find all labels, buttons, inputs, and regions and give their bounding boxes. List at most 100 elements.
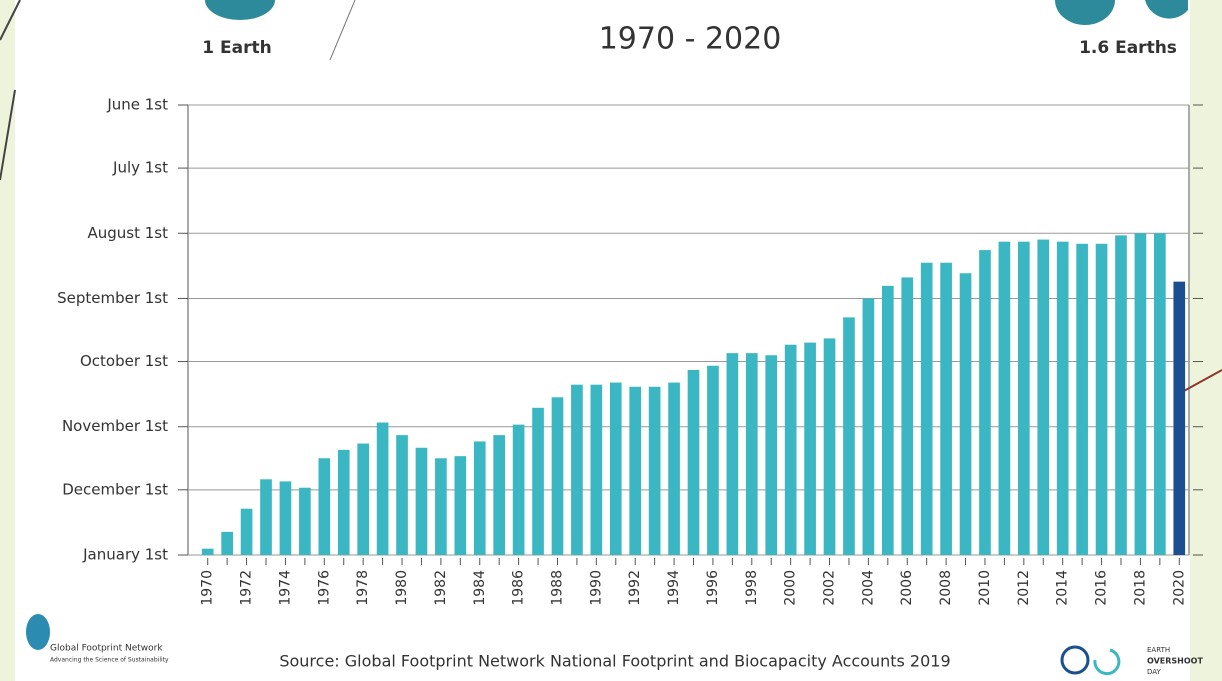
bar bbox=[687, 369, 700, 555]
bar bbox=[357, 443, 369, 555]
bar bbox=[1095, 243, 1108, 556]
bar bbox=[881, 285, 894, 555]
x-tick-label: 2020 bbox=[1171, 570, 1187, 606]
x-tick-label: 2008 bbox=[938, 570, 954, 606]
logo-text: EARTH bbox=[1147, 646, 1170, 654]
x-tick-label: 2002 bbox=[822, 570, 838, 606]
y-tick-label: September 1st bbox=[57, 289, 168, 307]
x-tick-label: 2012 bbox=[1016, 570, 1032, 606]
bar bbox=[784, 344, 797, 555]
x-tick-label: 1986 bbox=[511, 570, 527, 606]
bar bbox=[396, 435, 408, 555]
bar bbox=[979, 250, 991, 556]
x-tick-label: 2000 bbox=[783, 570, 799, 606]
logo-text: OVERSHOOT bbox=[1147, 657, 1203, 666]
decoration bbox=[329, 0, 356, 61]
x-tick-label: 1974 bbox=[277, 570, 293, 606]
bar bbox=[959, 273, 972, 555]
y-tick-label: November 1st bbox=[62, 417, 168, 435]
y-tick-label: January 1st bbox=[82, 546, 168, 564]
x-tick-label: 1978 bbox=[355, 570, 371, 606]
x-tick-label: 2016 bbox=[1094, 570, 1110, 606]
x-tick-label: 1994 bbox=[666, 570, 682, 606]
bar bbox=[940, 262, 952, 555]
slide-image bbox=[15, 0, 1190, 681]
bar bbox=[1115, 235, 1127, 555]
x-tick-label: 2014 bbox=[1055, 570, 1071, 606]
logo-tagline: Advancing the Science of Sustainability bbox=[50, 657, 169, 664]
bar bbox=[590, 384, 603, 555]
x-tick-label: 2006 bbox=[899, 570, 915, 606]
x-tick-label: 1972 bbox=[239, 570, 255, 606]
bar bbox=[551, 397, 564, 555]
left-label: 1 Earth bbox=[202, 38, 271, 58]
logo-icon bbox=[1060, 645, 1090, 675]
bar bbox=[415, 447, 428, 555]
logo-name: Global Footprint Network bbox=[50, 644, 163, 654]
bar bbox=[201, 548, 214, 555]
y-tick-label: October 1st bbox=[80, 352, 168, 370]
bar bbox=[745, 353, 758, 555]
x-tick-label: 1996 bbox=[705, 570, 721, 606]
bar bbox=[1037, 239, 1050, 555]
bar bbox=[1056, 241, 1069, 555]
source-note: Source: Global Footprint Network Nationa… bbox=[279, 652, 950, 671]
bar bbox=[512, 424, 525, 555]
x-tick-label: 2004 bbox=[860, 570, 876, 606]
x-tick-label: 1980 bbox=[394, 570, 410, 606]
bar bbox=[707, 365, 719, 555]
x-tick-label: 1998 bbox=[744, 570, 760, 606]
x-tick-label: 1992 bbox=[627, 570, 643, 606]
bar bbox=[648, 386, 661, 555]
bar bbox=[998, 241, 1011, 555]
bar bbox=[862, 298, 875, 555]
bar bbox=[318, 458, 331, 555]
bar bbox=[1173, 281, 1186, 555]
globe-icon bbox=[1055, 0, 1115, 25]
x-tick-label: 1970 bbox=[200, 570, 216, 606]
bar bbox=[532, 407, 544, 555]
bar bbox=[454, 456, 467, 555]
bar bbox=[804, 342, 816, 555]
x-tick-label: 2010 bbox=[977, 570, 993, 606]
x-tick-label: 1988 bbox=[549, 570, 565, 606]
bar bbox=[337, 449, 350, 555]
globe-icon bbox=[205, 0, 275, 20]
bar bbox=[1018, 241, 1030, 555]
bar bbox=[668, 382, 680, 555]
bar bbox=[1154, 233, 1166, 555]
y-tick-label: August 1st bbox=[87, 224, 168, 242]
logo-icon bbox=[1093, 648, 1121, 676]
decoration bbox=[0, 89, 16, 181]
logo-icon bbox=[26, 614, 50, 650]
bar bbox=[1076, 243, 1088, 556]
bar bbox=[920, 262, 933, 555]
bar bbox=[726, 353, 739, 555]
y-tick-label: July 1st bbox=[112, 159, 168, 177]
x-tick-label: 1982 bbox=[433, 570, 449, 606]
right-label: 1.6 Earths bbox=[1079, 38, 1177, 58]
bar bbox=[1134, 233, 1147, 555]
x-tick-label: 1976 bbox=[316, 570, 332, 606]
bar bbox=[260, 479, 272, 555]
bar bbox=[823, 338, 836, 555]
bar bbox=[629, 386, 642, 555]
bar bbox=[299, 487, 311, 555]
bar bbox=[221, 531, 233, 555]
globe-icon bbox=[1145, 0, 1188, 19]
bar bbox=[901, 277, 914, 555]
bar bbox=[609, 382, 622, 555]
x-tick-label: 1984 bbox=[472, 570, 488, 606]
bar bbox=[240, 508, 253, 555]
bar bbox=[435, 458, 447, 555]
bar bbox=[843, 317, 855, 555]
x-tick-label: 1990 bbox=[588, 570, 604, 606]
y-tick-label: December 1st bbox=[62, 480, 168, 498]
bar bbox=[571, 384, 583, 555]
bar bbox=[376, 422, 389, 555]
bar bbox=[279, 481, 292, 555]
bar bbox=[765, 355, 778, 555]
y-tick-label: June 1st bbox=[106, 96, 168, 114]
